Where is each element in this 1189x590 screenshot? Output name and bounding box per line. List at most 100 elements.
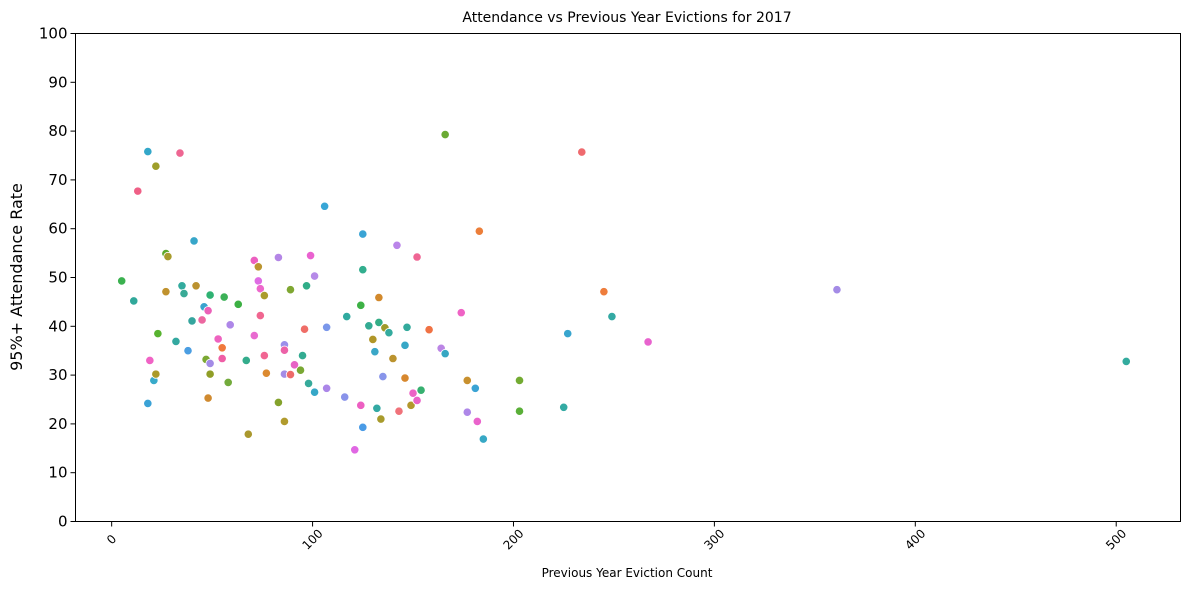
data-point bbox=[424, 325, 434, 335]
data-point bbox=[279, 345, 290, 355]
data-point bbox=[416, 385, 426, 395]
data-point bbox=[143, 398, 153, 409]
data-point bbox=[289, 360, 300, 370]
data-point bbox=[356, 400, 366, 410]
data-point bbox=[400, 373, 410, 383]
data-point bbox=[374, 317, 384, 327]
y-tick-label: 40 bbox=[48, 317, 67, 335]
data-point bbox=[259, 290, 269, 301]
data-point bbox=[358, 265, 368, 275]
data-point bbox=[163, 251, 173, 262]
data-point bbox=[514, 375, 525, 386]
data-point bbox=[412, 252, 422, 262]
y-tick-label: 60 bbox=[48, 220, 67, 238]
data-point bbox=[255, 310, 265, 321]
data-point bbox=[177, 281, 187, 291]
data-point bbox=[577, 147, 587, 157]
y-tick-label: 70 bbox=[48, 171, 67, 189]
data-point bbox=[253, 276, 263, 286]
x-tick-label: 0 bbox=[104, 532, 119, 547]
data-point bbox=[322, 383, 332, 393]
data-point bbox=[358, 422, 368, 432]
data-point bbox=[153, 329, 163, 339]
x-tick-label: 500 bbox=[1103, 526, 1129, 552]
y-tick-label: 100 bbox=[39, 25, 68, 43]
data-point bbox=[295, 365, 306, 375]
data-point bbox=[364, 321, 374, 331]
data-point bbox=[129, 296, 139, 306]
data-point bbox=[189, 236, 199, 246]
data-points bbox=[117, 129, 1131, 455]
data-point bbox=[514, 406, 525, 416]
x-tick-label: 400 bbox=[902, 526, 928, 552]
data-point bbox=[203, 393, 213, 403]
data-point bbox=[402, 322, 412, 332]
data-point bbox=[301, 281, 312, 291]
data-point bbox=[217, 353, 227, 364]
x-axis-label: Previous Year Eviction Count bbox=[542, 566, 713, 580]
data-point bbox=[1121, 356, 1131, 367]
y-tick-label: 80 bbox=[48, 122, 67, 140]
data-point bbox=[217, 343, 227, 353]
data-point bbox=[462, 407, 472, 417]
y-axis: 0 10 20 30 40 50 60 70 80 90 100 bbox=[39, 25, 76, 531]
data-point bbox=[225, 320, 235, 330]
data-point bbox=[205, 358, 215, 368]
data-point bbox=[219, 292, 229, 302]
data-point bbox=[259, 350, 269, 361]
y-axis-label: 95%+ Attendance Rate bbox=[7, 183, 26, 371]
data-point bbox=[285, 370, 296, 380]
data-point bbox=[279, 416, 290, 427]
data-point bbox=[299, 324, 310, 334]
data-point bbox=[203, 306, 213, 316]
data-point bbox=[205, 290, 215, 300]
data-point bbox=[406, 400, 416, 410]
data-point bbox=[563, 329, 573, 339]
data-point bbox=[205, 369, 215, 379]
data-point bbox=[191, 281, 201, 291]
data-point bbox=[285, 285, 296, 295]
data-point bbox=[197, 315, 207, 325]
data-point bbox=[183, 346, 193, 356]
data-point bbox=[376, 414, 386, 424]
data-point bbox=[273, 397, 284, 408]
data-point bbox=[249, 330, 259, 341]
y-tick-label: 30 bbox=[48, 366, 67, 384]
data-point bbox=[372, 403, 382, 413]
data-point bbox=[478, 434, 488, 444]
data-point bbox=[374, 292, 384, 303]
data-point bbox=[253, 262, 263, 272]
data-point bbox=[599, 287, 609, 297]
data-point bbox=[408, 388, 418, 398]
data-point bbox=[456, 308, 466, 318]
data-point bbox=[143, 146, 153, 157]
data-point bbox=[309, 387, 320, 397]
plot-frame bbox=[75, 33, 1181, 522]
data-point bbox=[643, 337, 653, 347]
data-point bbox=[151, 369, 161, 379]
data-point bbox=[179, 289, 189, 299]
data-point bbox=[145, 355, 155, 366]
data-point bbox=[322, 322, 332, 332]
data-point bbox=[384, 328, 394, 338]
data-point bbox=[400, 340, 410, 350]
y-tick-label: 0 bbox=[58, 513, 68, 531]
x-tick-label: 100 bbox=[300, 526, 326, 552]
data-point bbox=[340, 392, 350, 402]
data-point bbox=[356, 300, 366, 310]
data-point bbox=[241, 355, 251, 366]
data-point bbox=[394, 406, 404, 416]
data-point bbox=[559, 402, 569, 412]
data-point bbox=[171, 336, 181, 347]
data-point bbox=[370, 347, 380, 357]
data-point bbox=[273, 252, 284, 263]
data-point bbox=[462, 375, 472, 386]
data-point bbox=[213, 334, 223, 344]
y-tick-label: 20 bbox=[48, 415, 67, 433]
x-tick-label: 200 bbox=[500, 526, 526, 552]
data-point bbox=[378, 371, 388, 382]
x-axis: 0 100 200 300 400 500 bbox=[104, 521, 1129, 553]
data-point bbox=[187, 316, 197, 326]
data-point bbox=[350, 445, 360, 455]
